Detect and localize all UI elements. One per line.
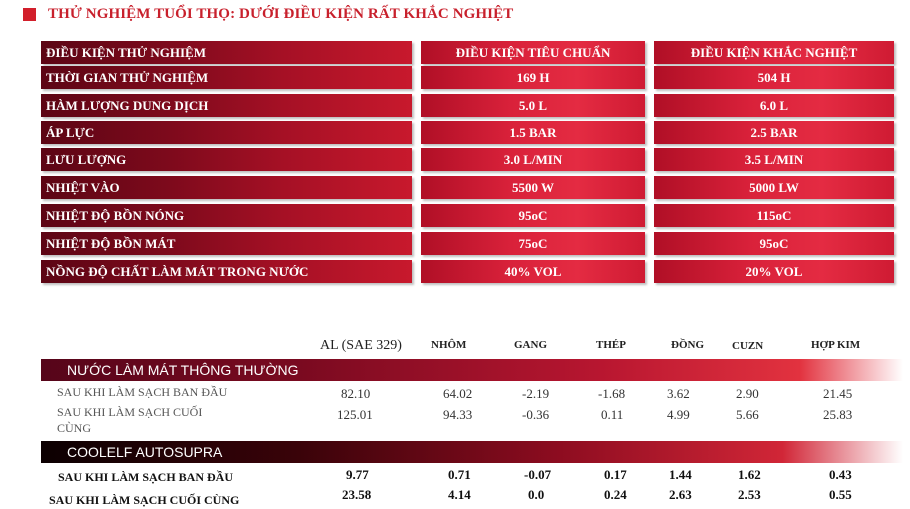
condition-row-extreme: 3.5 L/MIN xyxy=(654,148,894,171)
cell-value: 0.17 xyxy=(604,467,627,482)
cell-value: 0.11 xyxy=(601,407,624,422)
condition-row-standard: 5500 W xyxy=(421,176,645,199)
condition-row-extreme: 95oC xyxy=(654,232,894,255)
cell-value: 64.02 xyxy=(443,386,473,401)
condition-row-label: NỒNG ĐỘ CHẤT LÀM MÁT TRONG NƯỚC xyxy=(41,260,412,283)
row-label: SAU KHI LÀM SẠCH BAN ĐẦU xyxy=(58,470,234,484)
metal-column-header: GANG xyxy=(514,339,547,351)
condition-row-extreme: 5000 LW xyxy=(654,176,894,199)
condition-row-extreme: 20% VOL xyxy=(654,260,894,283)
cell-value: 2.63 xyxy=(669,487,692,502)
group-band-regular-coolant: NƯỚC LÀM MÁT THÔNG THƯỜNG xyxy=(41,359,903,381)
metal-column-header: ĐỒNG xyxy=(671,339,704,351)
condition-row-label: ÁP LỰC xyxy=(41,121,412,144)
metal-column-header: THÉP xyxy=(596,339,626,351)
cell-value: 0.71 xyxy=(448,467,471,482)
condition-row-standard: 95oC xyxy=(421,204,645,227)
condition-row-standard: 169 H xyxy=(421,66,645,89)
group-band-coolelf-autosupra: COOLELF AUTOSUPRA xyxy=(41,441,903,463)
cell-value: 5.66 xyxy=(736,407,759,422)
metal-column-header: CUZN xyxy=(732,340,764,352)
cell-value: 9.77 xyxy=(346,467,369,482)
cell-value: 2.90 xyxy=(736,386,759,401)
condition-row-standard: 5.0 L xyxy=(421,94,645,117)
cell-value: 23.58 xyxy=(342,487,372,502)
cell-value: 0.43 xyxy=(829,467,852,482)
cell-value: 125.01 xyxy=(337,407,373,422)
cell-value: -0.36 xyxy=(522,407,550,422)
page-title: THỬ NGHIỆM TUỔI THỌ: DƯỚI ĐIỀU KIỆN RẤT … xyxy=(48,6,514,22)
cell-value: 0.24 xyxy=(604,487,627,502)
cell-value: 21.45 xyxy=(823,386,853,401)
condition-row-extreme: 2.5 BAR xyxy=(654,121,894,144)
condition-row-standard: 3.0 L/MIN xyxy=(421,148,645,171)
row-label: SAU KHI LÀM SẠCH CUỐI CÙNG xyxy=(57,405,203,435)
cell-value: 94.33 xyxy=(443,407,473,422)
condition-row-standard: 75oC xyxy=(421,232,645,255)
cell-value: 1.44 xyxy=(669,467,692,482)
condition-row-label: HÀM LƯỢNG DUNG DỊCH xyxy=(41,94,412,117)
cell-value: 1.62 xyxy=(738,467,761,482)
cell-value: 3.62 xyxy=(667,386,690,401)
conditions-header-cell-2: ĐIỀU KIỆN TIÊU CHUẨN xyxy=(421,41,645,64)
cell-value: 25.83 xyxy=(823,407,853,422)
conditions-header-cell-1: ĐIỀU KIỆN THỬ NGHIỆM xyxy=(41,41,412,64)
cell-value: 0.55 xyxy=(829,487,852,502)
cell-value: -2.19 xyxy=(522,386,550,401)
conditions-header-cell-3: ĐIỀU KIỆN KHẮC NGHIỆT xyxy=(654,41,894,64)
condition-row-extreme: 115oC xyxy=(654,204,894,227)
metal-column-header: AL (SAE 329) xyxy=(320,338,402,353)
cell-value: -0.07 xyxy=(524,467,552,482)
cell-value: 4.14 xyxy=(448,487,471,502)
condition-row-label: NHIỆT ĐỘ BỒN MÁT xyxy=(41,232,412,255)
condition-row-label: NHIỆT VÀO xyxy=(41,176,412,199)
condition-row-label: THỜI GIAN THỬ NGHIỆM xyxy=(41,66,412,89)
cell-value: -1.68 xyxy=(598,386,626,401)
condition-row-extreme: 6.0 L xyxy=(654,94,894,117)
metal-column-header: NHÔM xyxy=(431,339,467,351)
condition-row-extreme: 504 H xyxy=(654,66,894,89)
cell-value: 4.99 xyxy=(667,407,690,422)
title-marker xyxy=(23,8,36,21)
row-label: SAU KHI LÀM SẠCH BAN ĐẦU xyxy=(57,385,228,399)
condition-row-standard: 40% VOL xyxy=(421,260,645,283)
metal-column-header: HỢP KIM xyxy=(811,339,861,351)
cell-value: 2.53 xyxy=(738,487,761,502)
condition-row-standard: 1.5 BAR xyxy=(421,121,645,144)
condition-row-label: NHIỆT ĐỘ BỒN NÓNG xyxy=(41,204,412,227)
cell-value: 82.10 xyxy=(341,386,371,401)
condition-row-label: LƯU LƯỢNG xyxy=(41,148,412,171)
cell-value: 0.0 xyxy=(528,487,545,502)
row-label: SAU KHI LÀM SẠCH CUỐI CÙNG xyxy=(49,493,240,507)
